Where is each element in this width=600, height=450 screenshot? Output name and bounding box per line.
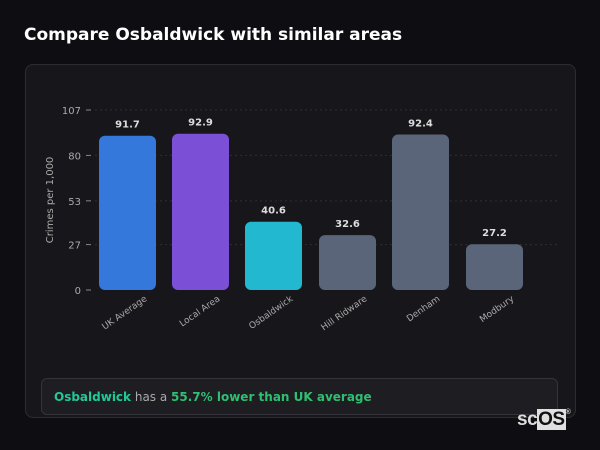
- bar: [99, 135, 156, 290]
- x-tick-label: Modbury: [478, 294, 517, 325]
- logo-text-b: OS: [537, 409, 566, 430]
- x-tick-label: Osbaldwick: [248, 294, 296, 332]
- bar: [392, 134, 449, 290]
- y-tick-label: 0: [75, 286, 81, 297]
- data-label: 40.6: [261, 206, 286, 217]
- scos-logo: scOS®: [517, 409, 571, 431]
- data-label: 27.2: [482, 228, 507, 239]
- data-label: 92.4: [408, 119, 433, 130]
- page-title: Compare Osbaldwick with similar areas: [24, 25, 403, 45]
- y-axis-label: Crimes per 1,000: [45, 157, 56, 244]
- x-tick-label: Local Area: [178, 294, 222, 329]
- summary-box: Osbaldwick has a 55.7% lower than UK ave…: [41, 378, 558, 415]
- data-label: 92.9: [188, 118, 213, 129]
- bar: [466, 244, 523, 290]
- bar: [172, 133, 229, 290]
- y-tick-label: 107: [62, 106, 81, 117]
- logo-mark: ®: [565, 409, 571, 416]
- x-tick-label: Hill Ridware: [320, 294, 370, 333]
- x-tick-label: Denham: [405, 294, 442, 324]
- summary-middle: has a: [131, 390, 172, 404]
- bar: [319, 235, 376, 290]
- x-tick-label: UK Average: [101, 294, 150, 332]
- summary-area: Osbaldwick: [54, 390, 132, 404]
- y-tick-label: 80: [68, 151, 81, 162]
- y-tick-label: 53: [68, 197, 81, 208]
- data-label: 32.6: [335, 219, 360, 230]
- data-label: 91.7: [115, 120, 140, 131]
- bar: [245, 221, 302, 290]
- logo-text-a: sc: [517, 409, 538, 430]
- summary-comparison: 55.7% lower than UK average: [171, 390, 372, 404]
- y-tick-label: 27: [68, 241, 81, 252]
